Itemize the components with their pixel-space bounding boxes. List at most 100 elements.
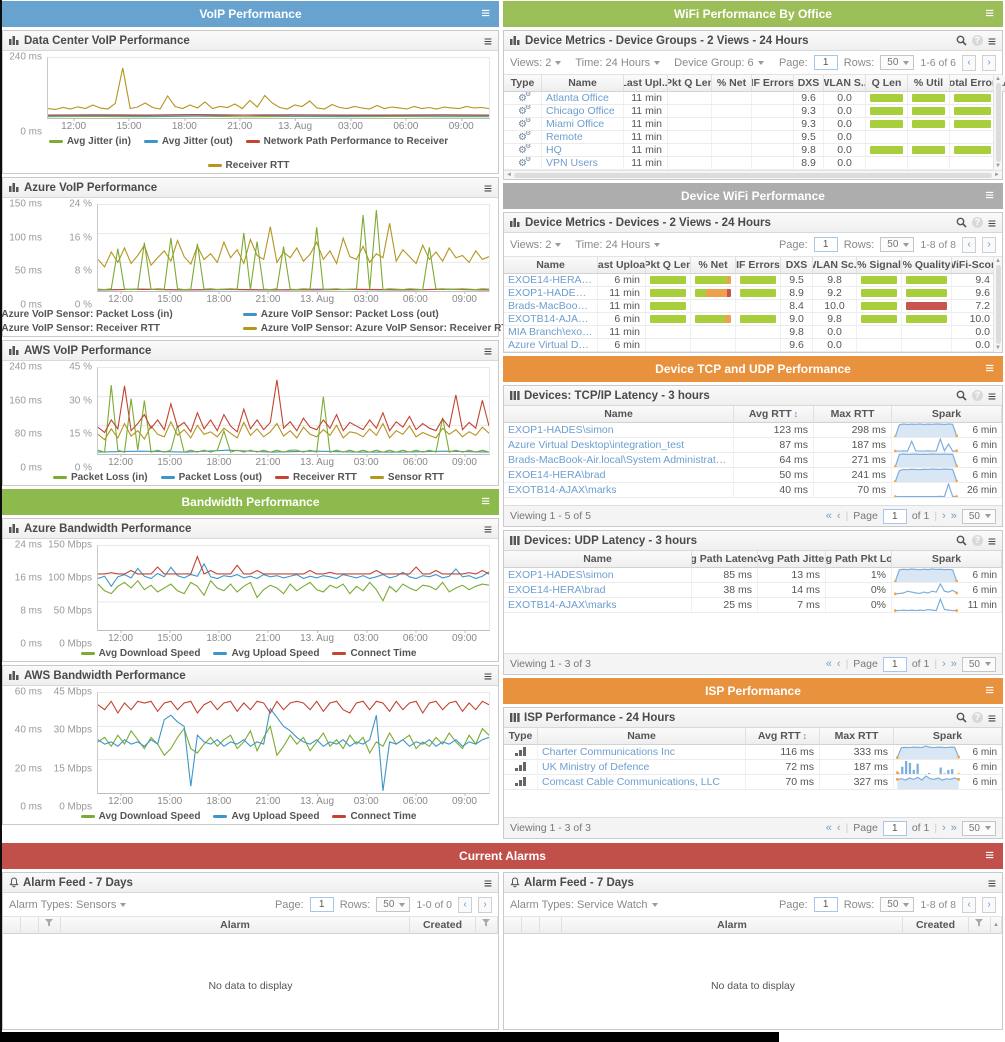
- legend-item[interactable]: Avg Download Speed: [80, 648, 200, 659]
- column-header[interactable]: Max RTT: [814, 406, 892, 423]
- search-icon[interactable]: [956, 217, 967, 228]
- column-header[interactable]: DXS: [794, 75, 824, 92]
- column-header[interactable]: Avg Path Pkt Loss: [826, 551, 892, 568]
- vertical-scrollbar[interactable]: ▲ ▼: [993, 75, 1002, 170]
- table-row[interactable]: EXOE14-HERA\brad 38 ms 14 ms 0% 6 min: [504, 583, 1002, 598]
- next-page-button[interactable]: ›: [982, 236, 996, 253]
- item-link[interactable]: UK Ministry of Defence: [542, 761, 650, 773]
- table-row[interactable]: EXOTB14-AJAX\marks 25 ms 7 ms 0% 11 min: [504, 598, 1002, 613]
- rows-select[interactable]: 50: [880, 55, 915, 70]
- search-icon[interactable]: [956, 712, 967, 723]
- panel-menu-icon[interactable]: ≡: [483, 342, 492, 359]
- help-icon[interactable]: ?: [971, 217, 983, 228]
- panel-menu-icon[interactable]: ≡: [483, 179, 492, 196]
- column-header[interactable]: WiFi-Score: [952, 257, 996, 274]
- panel-menu-icon[interactable]: ≡: [987, 709, 996, 726]
- legend-item[interactable]: Avg Jitter (out): [143, 136, 233, 147]
- page-input[interactable]: 1: [882, 820, 907, 836]
- views-dropdown[interactable]: Views: 2: [510, 239, 562, 251]
- last-page-button[interactable]: »: [950, 822, 957, 834]
- column-header[interactable]: WLAN S...: [824, 75, 866, 92]
- scroll-up-icon[interactable]: ▲: [991, 917, 1002, 934]
- column-header[interactable]: Total Errors: [950, 75, 996, 92]
- help-icon[interactable]: ?: [971, 390, 983, 401]
- table-row[interactable]: ⚙ ⚙ Chicago Office 11 min 9.3 0.0: [504, 105, 1002, 118]
- table-row[interactable]: EXOP1-HADES\simon 85 ms 13 ms 1% 6 min: [504, 568, 1002, 583]
- legend-item[interactable]: Sensor RTT: [369, 472, 444, 483]
- next-page-button[interactable]: ›: [942, 658, 946, 670]
- column-header[interactable]: Name: [504, 551, 692, 568]
- rows-select[interactable]: 50: [880, 237, 915, 252]
- panel-menu-icon[interactable]: ≡: [987, 874, 996, 891]
- item-link[interactable]: Comcast Cable Communications, LLC: [542, 776, 720, 788]
- alarm-column-header[interactable]: Alarm: [61, 917, 410, 934]
- table-row[interactable]: Comcast Cable Communications, LLC 70 ms 32…: [504, 775, 1002, 790]
- item-link[interactable]: Brads-MacBook-Air.local\S...: [508, 300, 597, 312]
- legend-item[interactable]: Packet Loss (out): [160, 472, 262, 483]
- panel-menu-icon[interactable]: ≡: [483, 520, 492, 537]
- column-header[interactable]: % Net: [691, 257, 736, 274]
- search-icon[interactable]: [956, 535, 967, 546]
- column-header[interactable]: Last Upl...: [624, 75, 668, 92]
- item-link[interactable]: EXOTB14-AJAX\marks: [508, 313, 597, 325]
- section-menu-icon[interactable]: ≡: [985, 187, 994, 204]
- page-input[interactable]: 1: [882, 508, 907, 524]
- alarm-types-dropdown[interactable]: Alarm Types: Sensors: [9, 899, 127, 911]
- rows-select[interactable]: 50: [961, 656, 996, 672]
- column-header[interactable]: Name: [542, 75, 624, 92]
- column-header[interactable]: Name: [504, 406, 734, 423]
- legend-item[interactable]: Azure VoIP Sensor: Azure VoIP Sensor: Re…: [242, 323, 514, 334]
- column-header[interactable]: Pkt Q Len: [668, 75, 712, 92]
- prev-page-button[interactable]: ‹: [458, 896, 472, 913]
- item-link[interactable]: EXOTB14-AJAX\marks: [508, 484, 617, 496]
- created-column-header[interactable]: Created: [903, 917, 969, 934]
- item-link[interactable]: EXOE14-HERA\brad: [508, 584, 606, 596]
- item-link[interactable]: HQ: [546, 144, 562, 156]
- filter-icon[interactable]: [482, 917, 491, 933]
- item-link[interactable]: Charter Communications Inc: [542, 746, 676, 758]
- sort-icon[interactable]: ↕: [802, 731, 808, 741]
- table-row[interactable]: ⚙ ⚙ Miami Office 11 min 9.3 0.0: [504, 118, 1002, 131]
- item-link[interactable]: Chicago Office: [546, 105, 615, 117]
- next-page-button[interactable]: ›: [942, 510, 946, 522]
- section-menu-icon[interactable]: ≡: [985, 682, 994, 699]
- prev-page-button[interactable]: ‹: [962, 896, 976, 913]
- item-link[interactable]: EXOP1-HADES\simon: [508, 424, 614, 436]
- next-page-button[interactable]: ›: [982, 896, 996, 913]
- first-page-button[interactable]: «: [825, 510, 832, 522]
- column-header[interactable]: Spark: [892, 551, 1002, 568]
- prev-page-button[interactable]: ‹: [962, 54, 976, 71]
- legend-item[interactable]: Avg Jitter (in): [48, 136, 131, 147]
- legend-item[interactable]: Network Path Performance to Receiver: [245, 136, 448, 147]
- panel-menu-icon[interactable]: ≡: [987, 387, 996, 404]
- column-header[interactable]: % Signal: [857, 257, 902, 274]
- panel-menu-icon[interactable]: ≡: [483, 667, 492, 684]
- next-page-button[interactable]: ›: [942, 822, 946, 834]
- legend-item[interactable]: Azure VoIP Sensor: Packet Loss (in): [1, 309, 173, 320]
- page-input[interactable]: 1: [882, 656, 907, 672]
- section-menu-icon[interactable]: ≡: [985, 360, 994, 377]
- column-header[interactable]: IF Errors: [752, 75, 794, 92]
- legend-item[interactable]: Packet Loss (in): [52, 472, 148, 483]
- table-row[interactable]: Brads-MacBook-Air.local\S...11 min8.410.…: [504, 300, 1002, 313]
- item-link[interactable]: Miami Office: [546, 118, 605, 130]
- rows-select[interactable]: 50: [376, 897, 411, 912]
- column-header[interactable]: % Net: [712, 75, 752, 92]
- panel-menu-icon[interactable]: ≡: [483, 874, 492, 891]
- item-link[interactable]: EXOE14-HERA\brad: [508, 469, 606, 481]
- alarm-types-dropdown[interactable]: Alarm Types: Service Watch: [510, 899, 658, 911]
- item-link[interactable]: EXOP1-HADES\simon: [508, 569, 614, 581]
- legend-item[interactable]: Azure VoIP Sensor: Packet Loss (out): [242, 309, 514, 320]
- prev-page-button[interactable]: ‹: [962, 236, 976, 253]
- column-header[interactable]: Pkt Q Len: [646, 257, 691, 274]
- item-link[interactable]: Brads-MacBook-Air.local\System Administr…: [508, 454, 733, 466]
- table-row[interactable]: Azure Virtual Desktop\inte...6 min9.60.0…: [504, 339, 1002, 352]
- legend-item[interactable]: Azure VoIP Sensor: Receiver RTT: [1, 323, 160, 334]
- column-header[interactable]: Q Len: [866, 75, 908, 92]
- section-menu-icon[interactable]: ≡: [481, 493, 490, 510]
- section-menu-icon[interactable]: ≡: [985, 847, 994, 864]
- table-row[interactable]: UK Ministry of Defence 72 ms 187 ms 6 min: [504, 760, 1002, 775]
- page-input[interactable]: 1: [813, 55, 838, 70]
- table-row[interactable]: ⚙ ⚙ Atlanta Office 11 min 9.6 0.0: [504, 92, 1002, 105]
